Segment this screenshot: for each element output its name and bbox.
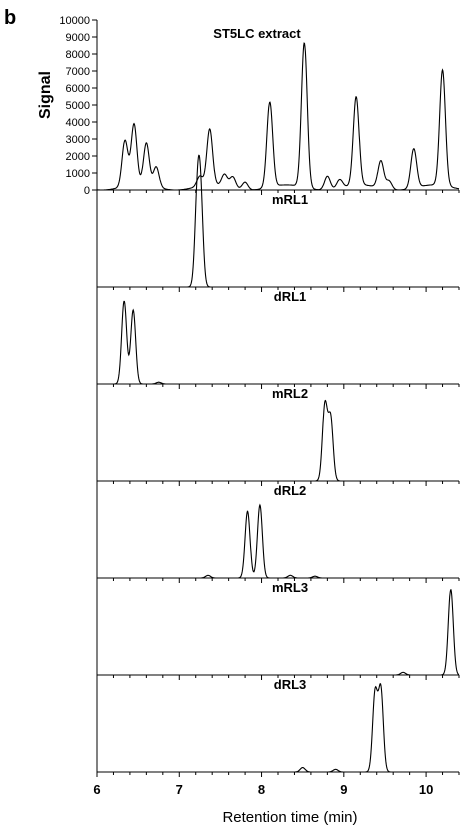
x-tick-label: 9 — [340, 782, 347, 797]
signal-trace — [97, 42, 460, 191]
panel-title: dRL2 — [274, 483, 307, 498]
signal-trace — [97, 503, 459, 579]
x-tick-label: 6 — [93, 782, 100, 797]
y-tick-label: 4000 — [66, 117, 90, 129]
y-tick-label: 6000 — [66, 83, 90, 95]
panel-mrl3: mRL3 — [96, 578, 460, 680]
y-tick-label: 3000 — [66, 134, 90, 146]
signal-trace — [97, 154, 459, 288]
panel-title: ST5LC extract — [213, 26, 301, 41]
panel-mrl2: mRL2 — [96, 384, 460, 486]
y-tick-label: 10000 — [59, 15, 90, 27]
y-tick-label: 5000 — [66, 100, 90, 112]
y-tick-label: 8000 — [66, 49, 90, 61]
panel-title: dRL1 — [274, 289, 307, 304]
y-tick-label: 9000 — [66, 32, 90, 44]
panel-mrl1: mRL1 — [96, 154, 460, 292]
panel-title: mRL2 — [272, 386, 308, 401]
signal-trace — [97, 300, 459, 385]
y-tick-label: 1000 — [66, 168, 90, 180]
panel-drl2: dRL2 — [96, 481, 460, 583]
chart-panels: 0 1000 2000 3000 4000 5000 6000 7000 8000 9000 100… — [37, 15, 460, 826]
y-axis-label: Signal — [37, 71, 54, 119]
y-tick-label: 2000 — [66, 151, 90, 163]
figure-label: b — [4, 7, 16, 29]
panel-title: mRL3 — [272, 580, 308, 595]
y-tick-label: 0 — [84, 185, 90, 197]
signal-trace — [97, 399, 459, 482]
x-tick-label: 8 — [258, 782, 265, 797]
panel-drl3: dRL3 6 7 8 9 10 Retention time (min) — [93, 675, 460, 826]
signal-trace — [97, 682, 459, 773]
panel-st5lc-extract: 0 1000 2000 3000 4000 5000 6000 7000 8000 9000 100… — [37, 15, 460, 197]
panel-title: mRL1 — [272, 192, 308, 207]
x-axis-label: Retention time (min) — [222, 809, 357, 826]
x-tick-label: 10 — [419, 782, 433, 797]
y-tick-label: 7000 — [66, 66, 90, 78]
panel-drl1: dRL1 — [96, 287, 460, 389]
x-tick-label: 7 — [176, 782, 183, 797]
panel-title: dRL3 — [274, 677, 307, 692]
signal-trace — [97, 589, 460, 676]
